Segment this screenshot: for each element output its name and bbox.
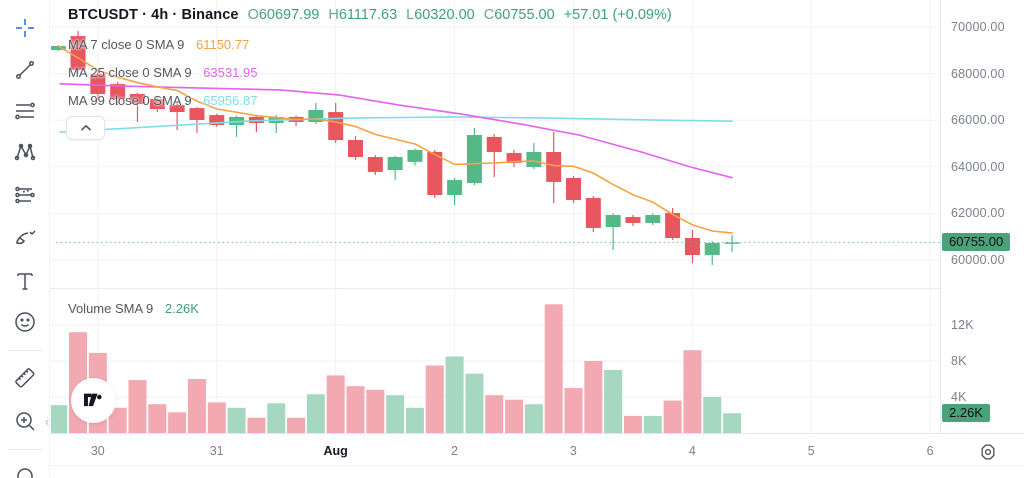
forecast-icon[interactable] xyxy=(11,180,39,208)
fib-retracement-icon[interactable] xyxy=(11,97,39,125)
time-axis-label: 4 xyxy=(688,444,696,458)
price-axis-label: 68000.00 xyxy=(951,66,1005,81)
zoom-in-icon[interactable] xyxy=(11,407,39,435)
time-axis-label: 31 xyxy=(209,444,224,458)
volume-axis-label: 12K xyxy=(951,318,974,332)
drawing-toolbar xyxy=(0,0,50,478)
tradingview-logo-icon xyxy=(83,393,102,406)
time-axis-label: 6 xyxy=(926,444,934,458)
emoji-icon[interactable] xyxy=(11,308,39,336)
trend-line-icon[interactable] xyxy=(11,56,39,84)
symbol-title: BTCUSDT · 4h · Binance xyxy=(68,7,239,23)
time-axis-label: Aug xyxy=(323,444,348,458)
price-axis-label: 64000.00 xyxy=(951,159,1005,174)
gear-icon[interactable] xyxy=(978,442,998,462)
volume-legend: Volume SMA 9 2.26K xyxy=(68,301,199,316)
ruler-icon[interactable] xyxy=(11,364,39,392)
ohlc-low: L60320.00 xyxy=(406,7,475,23)
ma25-legend: MA 25 close 0 SMA 9 63531.95 xyxy=(68,65,257,80)
volume-axis-label: 4K xyxy=(951,390,967,404)
magnet-icon[interactable] xyxy=(11,462,39,478)
ma25-label: MA 25 close 0 SMA 9 xyxy=(68,65,192,80)
brush-icon[interactable] xyxy=(11,223,39,251)
ma99-legend: MA 99 close 0 SMA 9 65956.87 xyxy=(68,93,257,108)
toolbar-divider xyxy=(8,449,42,450)
price-axis-label: 66000.00 xyxy=(951,113,1005,128)
time-axis-label: 3 xyxy=(569,444,577,458)
volume-label: Volume SMA 9 xyxy=(68,301,154,316)
time-axis-label: 2 xyxy=(451,444,458,458)
time-axis[interactable]: 30 31 Aug 2 3 4 5 6 xyxy=(50,433,1024,466)
price-axis-label: 62000.00 xyxy=(951,206,1005,221)
ma99-value: 65956.87 xyxy=(203,93,258,108)
symbol-legend: BTCUSDT · 4h · Binance O60697.99 H61117.63… xyxy=(68,7,672,23)
ma7-label: MA 7 close 0 SMA 9 xyxy=(68,37,185,52)
price-axis-label: 70000.00 xyxy=(951,20,1005,34)
chart-canvas[interactable] xyxy=(0,0,1024,433)
chevron-up-icon xyxy=(80,124,91,131)
ma7-value: 61150.77 xyxy=(195,37,250,52)
ohlc-close: C60755.00 xyxy=(483,7,555,23)
ohlc-high: H61117.63 xyxy=(328,7,398,23)
price-axis-label: 60000.00 xyxy=(951,253,1005,267)
toolbar-divider xyxy=(8,350,42,351)
xabcd-pattern-icon[interactable] xyxy=(11,138,39,166)
text-icon[interactable] xyxy=(11,267,39,295)
ma99-label: MA 99 close 0 SMA 9 xyxy=(68,93,192,108)
ma7-legend: MA 7 close 0 SMA 9 61150.77 xyxy=(68,37,249,52)
ohlc-open: O60697.99 xyxy=(247,7,320,23)
price-change: +57.01 (+0.09%) xyxy=(563,7,672,23)
chevron-left-icon[interactable]: ‹ xyxy=(45,414,50,429)
ma25-value: 63531.95 xyxy=(203,65,258,80)
volume-sma-badge[interactable]: 2.26K xyxy=(942,403,990,422)
volume-axis-label: 8K xyxy=(951,354,967,368)
last-price-badge[interactable]: 60755.00 xyxy=(942,233,1011,252)
volume-value: 2.26K xyxy=(164,301,199,316)
crosshair-icon[interactable] xyxy=(11,14,39,42)
price-axis[interactable]: 70000.00 68000.00 66000.00 64000.00 62000.00… xyxy=(940,0,1024,466)
time-axis-label: 5 xyxy=(807,444,815,458)
tradingview-logo[interactable] xyxy=(71,378,116,423)
legend-collapse-button[interactable] xyxy=(66,116,105,140)
time-axis-label: 30 xyxy=(90,444,105,458)
